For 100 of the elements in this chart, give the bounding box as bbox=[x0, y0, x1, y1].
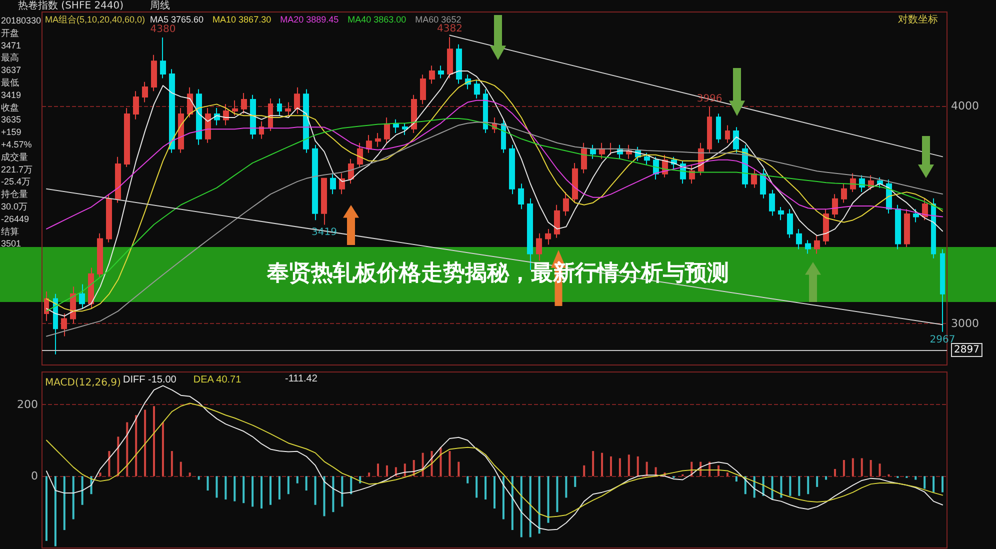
candlestick bbox=[357, 142, 363, 168]
text: 3501 bbox=[1, 238, 22, 249]
annotation: 对数坐标 bbox=[898, 14, 938, 26]
candlestick bbox=[922, 198, 928, 221]
candlestick bbox=[599, 142, 605, 160]
text: 3635 bbox=[1, 114, 22, 125]
bar bbox=[538, 476, 540, 534]
bar bbox=[216, 476, 218, 498]
bar bbox=[287, 476, 290, 494]
candlestick bbox=[760, 168, 766, 199]
candlestick bbox=[895, 204, 901, 250]
candlestick bbox=[716, 113, 721, 144]
candlestick bbox=[223, 104, 229, 126]
candlestick bbox=[151, 54, 157, 92]
bar bbox=[565, 476, 568, 498]
candlestick bbox=[250, 94, 256, 140]
bar bbox=[556, 476, 558, 512]
candlestick bbox=[61, 313, 67, 337]
bar bbox=[636, 456, 639, 476]
text: MACD(12,26,9) bbox=[45, 378, 122, 388]
bar bbox=[601, 452, 604, 476]
candlestick bbox=[133, 90, 139, 120]
annotation: -111.42 bbox=[285, 374, 318, 384]
bar bbox=[323, 476, 326, 516]
candlestick bbox=[285, 102, 291, 116]
candlestick bbox=[241, 92, 247, 114]
text: +159 bbox=[1, 127, 22, 138]
y-tick-label: 4000 bbox=[951, 100, 979, 113]
candlestick bbox=[814, 235, 820, 254]
bar bbox=[878, 464, 881, 476]
bar bbox=[252, 476, 254, 507]
candlestick bbox=[707, 106, 712, 154]
candlestick bbox=[106, 194, 112, 243]
bar bbox=[126, 422, 128, 476]
line-series bbox=[46, 402, 944, 518]
bar bbox=[726, 472, 728, 476]
text: 开盘 bbox=[1, 28, 19, 38]
candlestick bbox=[375, 132, 381, 148]
candlestick bbox=[178, 107, 184, 154]
bar bbox=[296, 476, 298, 484]
candlestick bbox=[169, 68, 175, 154]
annotation: 4382 bbox=[436, 24, 462, 35]
bar bbox=[610, 456, 612, 476]
line-series bbox=[46, 385, 944, 531]
candlestick bbox=[483, 88, 488, 134]
text: MA60 3652 bbox=[415, 14, 462, 24]
candlestick bbox=[769, 189, 775, 216]
text: MA20 3889.45 bbox=[280, 14, 339, 24]
candlestick bbox=[456, 44, 462, 84]
bar bbox=[45, 476, 48, 541]
candlestick bbox=[303, 88, 309, 154]
candlestick bbox=[115, 156, 121, 204]
bar bbox=[618, 458, 621, 476]
bar bbox=[942, 476, 944, 492]
candlestick bbox=[44, 290, 49, 322]
candlestick bbox=[411, 94, 417, 134]
bar bbox=[278, 476, 280, 500]
candlestick bbox=[644, 152, 650, 166]
text: MA5 3765.60 bbox=[150, 14, 204, 24]
candlestick bbox=[545, 228, 551, 246]
bar bbox=[789, 476, 792, 496]
candlestick bbox=[581, 142, 587, 174]
candlestick bbox=[393, 118, 399, 134]
candlestick bbox=[751, 168, 757, 188]
candlestick bbox=[160, 36, 166, 79]
candlestick bbox=[53, 293, 58, 355]
candlestick bbox=[187, 86, 193, 118]
text: -26449 bbox=[1, 214, 30, 224]
bar bbox=[99, 472, 102, 476]
bar bbox=[735, 476, 738, 482]
bar bbox=[242, 476, 245, 504]
candlestick bbox=[268, 98, 273, 132]
bar bbox=[502, 476, 504, 520]
bar bbox=[914, 476, 917, 480]
candlestick bbox=[913, 208, 919, 223]
bar bbox=[646, 462, 648, 476]
bar bbox=[583, 465, 586, 476]
bar bbox=[404, 464, 406, 476]
bar bbox=[448, 451, 451, 476]
candlestick bbox=[823, 208, 829, 246]
candlestick bbox=[689, 164, 695, 184]
bar bbox=[529, 476, 532, 538]
bar bbox=[834, 468, 836, 476]
candlestick bbox=[447, 36, 453, 79]
series-label: DIFF -15.00 bbox=[123, 374, 177, 386]
bar bbox=[81, 476, 84, 505]
bar bbox=[54, 476, 56, 546]
candlestick bbox=[70, 286, 76, 324]
candlestick bbox=[725, 124, 730, 144]
text: 持仓量 bbox=[1, 189, 28, 200]
bar bbox=[780, 476, 782, 498]
candlestick bbox=[832, 194, 838, 218]
bar bbox=[72, 476, 74, 520]
bar bbox=[170, 451, 173, 476]
candlestick bbox=[554, 204, 560, 238]
candlestick bbox=[259, 120, 264, 140]
bar bbox=[924, 476, 926, 489]
bar bbox=[771, 476, 774, 500]
annotation: 4380 bbox=[150, 24, 176, 35]
bar bbox=[314, 476, 316, 505]
